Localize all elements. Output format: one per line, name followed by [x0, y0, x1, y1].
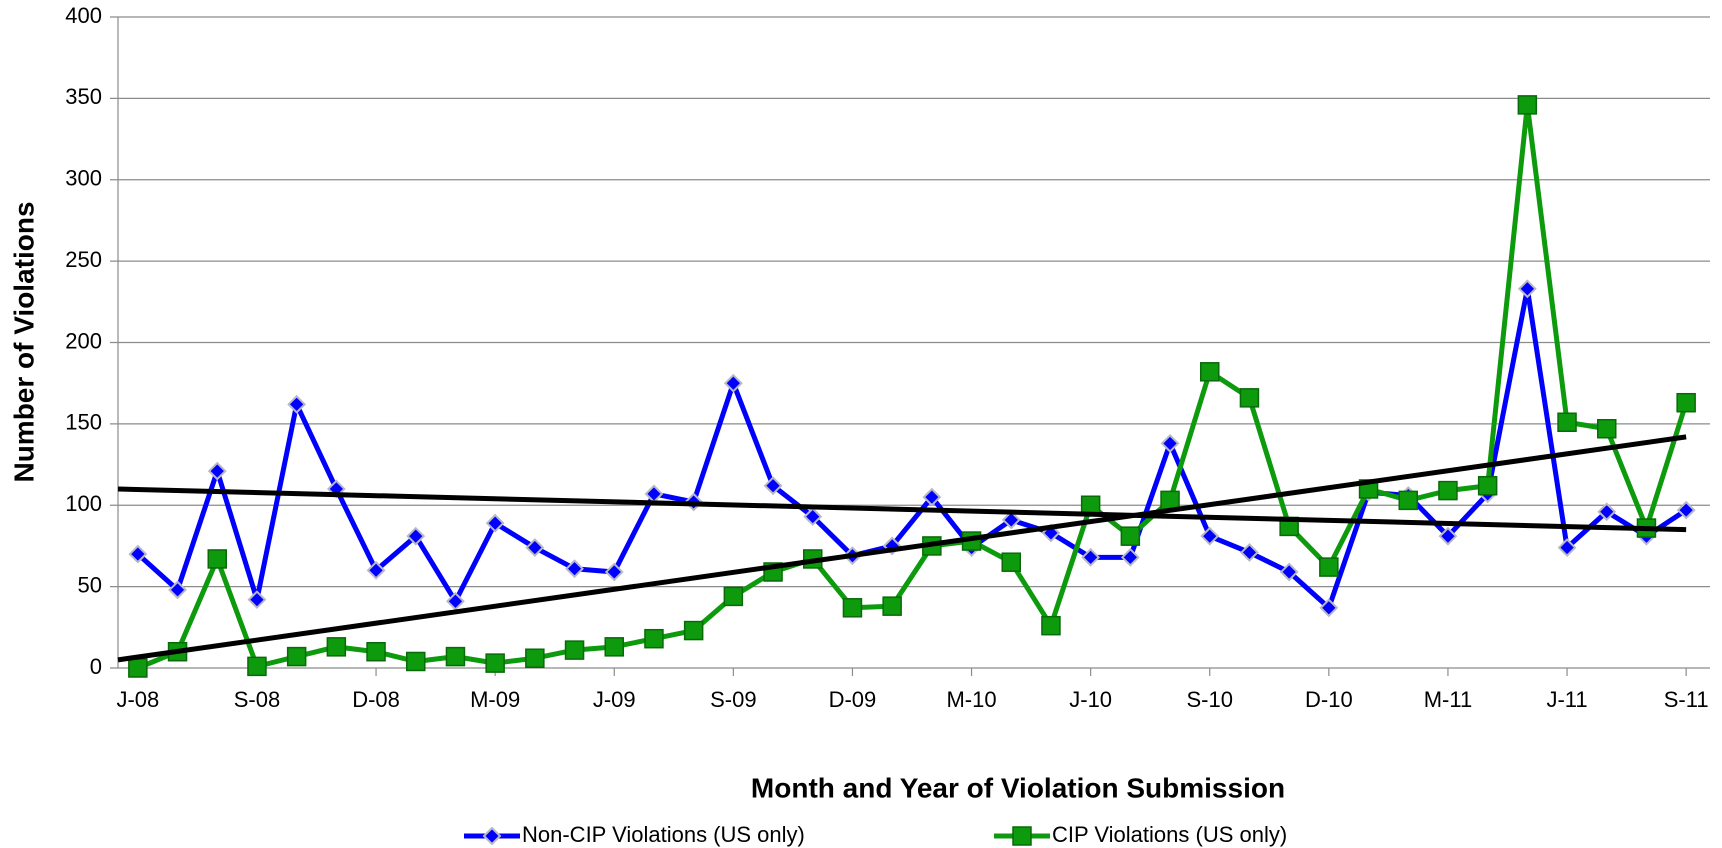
x-tick-label: S-08: [234, 687, 280, 712]
point: [247, 656, 267, 677]
y-tick-label: 50: [78, 572, 102, 597]
point: [128, 658, 148, 678]
point: [525, 648, 545, 668]
y-tick-label: 400: [65, 3, 102, 28]
legend-item: Non-CIP Violations (US only): [464, 822, 805, 847]
point: [842, 598, 863, 618]
point: [446, 591, 465, 611]
point: [485, 653, 505, 673]
trendline: [117, 434, 1687, 663]
point: [406, 526, 426, 546]
point: [803, 507, 823, 527]
point: [604, 637, 624, 657]
point: [1200, 526, 1220, 546]
point: [247, 590, 267, 610]
x-tick-label: M-10: [946, 687, 996, 712]
series-line: [136, 102, 1689, 671]
point: [922, 487, 942, 507]
point: [1557, 538, 1577, 557]
point: [445, 646, 466, 667]
point: [1041, 615, 1061, 636]
point: [604, 562, 624, 582]
x-tick-label: S-11: [1664, 687, 1709, 712]
x-tick-label: J-08: [116, 687, 159, 712]
point: [882, 536, 902, 556]
x-tick-label: S-10: [1187, 687, 1233, 712]
point: [482, 826, 502, 846]
point: [128, 544, 148, 564]
point: [763, 476, 783, 496]
point: [882, 596, 902, 616]
y-tick-label: 250: [65, 247, 102, 272]
point: [1001, 552, 1021, 572]
point: [1200, 362, 1220, 382]
trendline: [117, 486, 1687, 533]
y-tick-label: 200: [65, 328, 102, 353]
point: [1319, 598, 1339, 618]
legend-item: CIP Violations (US only): [994, 822, 1287, 847]
point: [1676, 392, 1696, 413]
point: [1240, 543, 1259, 562]
point: [1160, 433, 1180, 453]
legend-label: Non-CIP Violations (US only): [522, 822, 805, 847]
series-line: [136, 286, 1688, 611]
point: [1676, 500, 1696, 520]
point: [1160, 490, 1180, 511]
point: [485, 513, 505, 533]
point: [1001, 510, 1021, 530]
x-tick-label: J-09: [593, 687, 636, 712]
point: [1081, 547, 1101, 567]
x-tick-label: D-08: [352, 687, 400, 712]
point: [644, 628, 664, 649]
x-tick-label: D-09: [829, 687, 877, 712]
x-tick-label: D-10: [1305, 687, 1353, 712]
point: [287, 394, 307, 414]
point: [207, 549, 227, 569]
point: [1438, 526, 1458, 546]
x-tick-label: J-10: [1069, 687, 1112, 712]
point: [723, 373, 743, 393]
point: [168, 580, 187, 600]
y-tick-label: 300: [65, 166, 102, 191]
point: [406, 651, 426, 672]
point: [683, 620, 704, 641]
x-tick-label: S-09: [710, 687, 756, 712]
y-tick-label: 350: [65, 84, 102, 109]
y-tick-label: 0: [90, 654, 102, 679]
point: [1120, 526, 1141, 546]
y-tick-label: 100: [65, 491, 102, 516]
point: [366, 641, 386, 662]
point: [1517, 95, 1538, 115]
point: [366, 560, 386, 580]
point: [1597, 502, 1617, 522]
x-tick-label: M-09: [470, 687, 520, 712]
point: [565, 559, 584, 579]
point: [286, 646, 307, 667]
point: [1279, 562, 1299, 582]
point: [1557, 412, 1577, 432]
point: [723, 586, 744, 607]
legend-label: CIP Violations (US only): [1052, 822, 1287, 847]
point: [1319, 557, 1339, 577]
point: [1477, 475, 1498, 496]
y-tick-label: 150: [65, 410, 102, 435]
point: [564, 640, 585, 660]
point: [1438, 480, 1458, 501]
point: [1517, 279, 1537, 299]
point: [1120, 547, 1140, 567]
point: [1239, 388, 1260, 408]
x-axis-title: Month and Year of Violation Submission: [751, 772, 1285, 803]
point: [207, 461, 227, 481]
point: [525, 538, 545, 557]
x-tick-label: J-11: [1546, 687, 1587, 712]
x-tick-label: M-11: [1424, 687, 1473, 712]
point: [1398, 490, 1418, 511]
point: [1012, 826, 1032, 846]
y-axis-title: Number of Violations: [8, 201, 39, 482]
point: [326, 637, 347, 657]
point: [1597, 419, 1617, 439]
